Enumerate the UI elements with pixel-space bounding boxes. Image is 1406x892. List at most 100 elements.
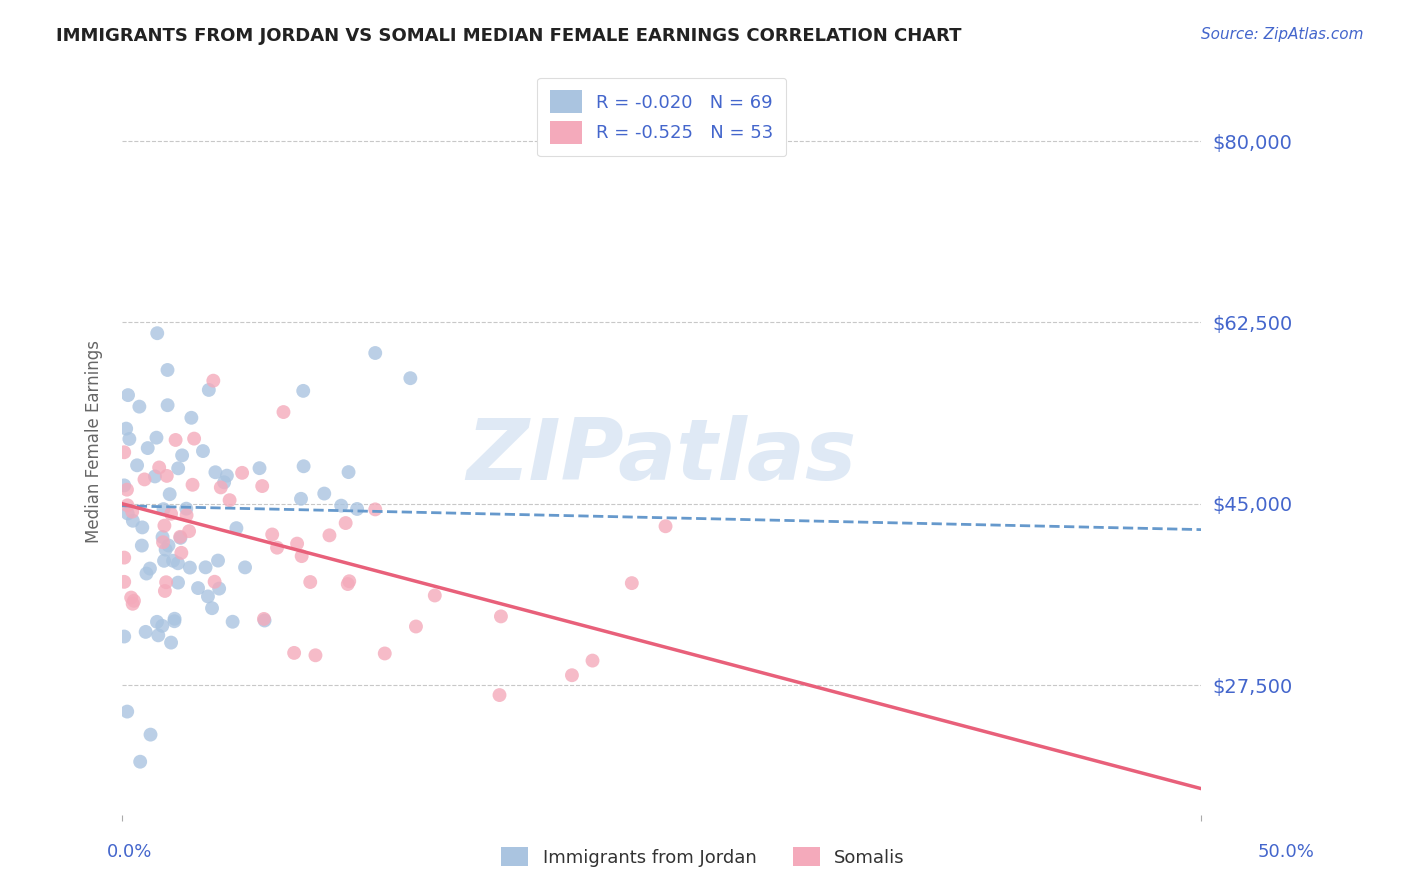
Point — [118, 432, 141, 446]
Point — [117, 499, 139, 513]
Point — [146, 615, 169, 629]
Point — [176, 508, 198, 523]
Point — [187, 581, 209, 595]
Point — [285, 536, 308, 550]
Point — [177, 524, 200, 538]
Point — [146, 326, 169, 341]
Point — [250, 479, 273, 493]
Point — [167, 575, 190, 590]
Point — [152, 530, 174, 544]
Point — [253, 614, 276, 628]
Legend: Immigrants from Jordan, Somalis: Immigrants from Jordan, Somalis — [494, 840, 912, 874]
Point — [314, 486, 336, 500]
Point — [207, 553, 229, 567]
Point — [163, 614, 186, 628]
Point — [374, 647, 396, 661]
Point — [128, 400, 150, 414]
Point — [156, 469, 179, 483]
Point — [201, 601, 224, 615]
Point — [121, 514, 143, 528]
Point — [122, 594, 145, 608]
Point — [134, 472, 156, 486]
Text: Source: ZipAtlas.com: Source: ZipAtlas.com — [1201, 27, 1364, 42]
Point — [212, 475, 235, 490]
Point — [155, 542, 177, 557]
Point — [197, 590, 219, 604]
Point — [291, 549, 314, 563]
Point — [561, 668, 583, 682]
Point — [337, 574, 360, 589]
Point — [117, 507, 139, 521]
Point — [208, 582, 231, 596]
Point — [148, 628, 170, 642]
Point — [112, 550, 135, 565]
Point — [153, 554, 176, 568]
Point — [218, 493, 240, 508]
Point — [202, 374, 225, 388]
Point — [283, 646, 305, 660]
Point — [335, 516, 357, 530]
Point — [112, 574, 135, 589]
Point — [654, 519, 676, 533]
Point — [167, 461, 190, 475]
Point — [181, 477, 204, 491]
Point — [191, 444, 214, 458]
Point — [233, 560, 256, 574]
Point — [115, 705, 138, 719]
Point — [139, 561, 162, 575]
Point — [159, 487, 181, 501]
Point — [194, 560, 217, 574]
Point — [162, 554, 184, 568]
Point — [115, 483, 138, 497]
Point — [399, 371, 422, 385]
Point — [249, 461, 271, 475]
Point — [112, 630, 135, 644]
Point — [172, 448, 194, 462]
Point — [204, 574, 226, 589]
Point — [336, 577, 359, 591]
Point — [136, 441, 159, 455]
Point — [152, 535, 174, 549]
Point — [364, 502, 387, 516]
Y-axis label: Median Female Earnings: Median Female Earnings — [86, 340, 103, 543]
Point — [423, 589, 446, 603]
Point — [135, 566, 157, 581]
Point — [330, 499, 353, 513]
Point — [163, 612, 186, 626]
Point — [143, 469, 166, 483]
Point — [292, 384, 315, 398]
Text: 50.0%: 50.0% — [1258, 843, 1315, 861]
Point — [225, 521, 247, 535]
Point — [155, 575, 177, 590]
Point — [170, 546, 193, 560]
Point — [129, 755, 152, 769]
Legend: R = -0.020   N = 69, R = -0.525   N = 53: R = -0.020 N = 69, R = -0.525 N = 53 — [537, 78, 786, 156]
Point — [299, 574, 322, 589]
Point — [160, 635, 183, 649]
Point — [169, 530, 191, 544]
Point — [117, 388, 139, 402]
Point — [290, 491, 312, 506]
Point — [231, 466, 253, 480]
Point — [215, 468, 238, 483]
Point — [112, 445, 135, 459]
Point — [112, 478, 135, 492]
Point — [153, 584, 176, 599]
Point — [364, 346, 387, 360]
Point — [156, 363, 179, 377]
Point — [489, 609, 512, 624]
Point — [115, 422, 138, 436]
Point — [150, 619, 173, 633]
Point — [488, 688, 510, 702]
Point — [318, 528, 340, 542]
Point — [121, 597, 143, 611]
Point — [405, 619, 427, 633]
Point — [209, 480, 232, 494]
Point — [131, 520, 153, 534]
Point — [135, 624, 157, 639]
Text: IMMIGRANTS FROM JORDAN VS SOMALI MEDIAN FEMALE EARNINGS CORRELATION CHART: IMMIGRANTS FROM JORDAN VS SOMALI MEDIAN … — [56, 27, 962, 45]
Point — [121, 505, 143, 519]
Point — [131, 539, 153, 553]
Point — [180, 410, 202, 425]
Point — [174, 501, 197, 516]
